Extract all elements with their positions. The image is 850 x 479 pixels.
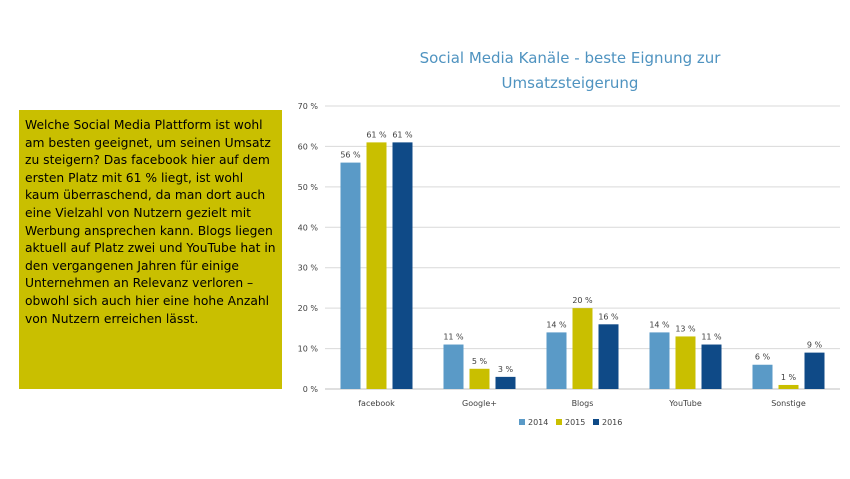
y-tick-label: 70 % xyxy=(298,102,319,111)
category-label: Sonstige xyxy=(771,399,806,408)
data-label: 56 % xyxy=(340,151,361,160)
bar xyxy=(340,162,361,389)
data-label: 14 % xyxy=(649,320,670,329)
legend-swatch xyxy=(556,419,562,425)
category-label: facebook xyxy=(358,399,395,408)
data-label: 11 % xyxy=(701,333,722,342)
description-text: Welche Social Media Plattform ist wohl a… xyxy=(25,118,276,326)
legend-label: 2015 xyxy=(565,418,585,427)
legend-label: 2014 xyxy=(528,418,548,427)
y-tick-label: 20 % xyxy=(298,304,319,313)
bar xyxy=(469,368,490,389)
y-tick-label: 10 % xyxy=(298,345,319,354)
legend-swatch xyxy=(519,419,525,425)
bar xyxy=(392,142,413,389)
y-tick-label: 50 % xyxy=(298,183,319,192)
data-label: 9 % xyxy=(807,341,823,350)
data-label: 5 % xyxy=(472,357,488,366)
category-label: YouTube xyxy=(668,399,702,408)
data-label: 20 % xyxy=(572,296,593,305)
bar xyxy=(443,344,464,389)
legend-swatch xyxy=(593,419,599,425)
data-label: 16 % xyxy=(598,312,619,321)
bar xyxy=(649,332,670,389)
bar xyxy=(598,324,619,389)
bar xyxy=(675,336,696,389)
bar xyxy=(495,376,516,389)
data-label: 1 % xyxy=(781,373,797,382)
category-label: Google+ xyxy=(462,399,497,408)
description-textbox: Welche Social Media Plattform ist wohl a… xyxy=(19,110,282,389)
bar xyxy=(804,352,825,389)
bar xyxy=(366,142,387,389)
data-label: 3 % xyxy=(498,365,514,374)
bar xyxy=(546,332,567,389)
y-tick-label: 60 % xyxy=(298,142,319,151)
data-label: 61 % xyxy=(392,130,413,139)
y-tick-label: 40 % xyxy=(298,223,319,232)
data-label: 6 % xyxy=(755,353,771,362)
data-label: 14 % xyxy=(546,320,567,329)
y-tick-label: 0 % xyxy=(303,385,319,394)
data-label: 13 % xyxy=(675,324,696,333)
bar xyxy=(752,364,773,389)
bar xyxy=(778,384,799,389)
y-tick-label: 30 % xyxy=(298,264,319,273)
bar xyxy=(572,308,593,389)
data-label: 11 % xyxy=(443,333,464,342)
legend-label: 2016 xyxy=(602,418,622,427)
category-label: Blogs xyxy=(572,399,594,408)
bar xyxy=(701,344,722,389)
chart-title: Social Media Kanäle - beste Eignung zur … xyxy=(419,49,721,92)
data-label: 61 % xyxy=(366,130,387,139)
